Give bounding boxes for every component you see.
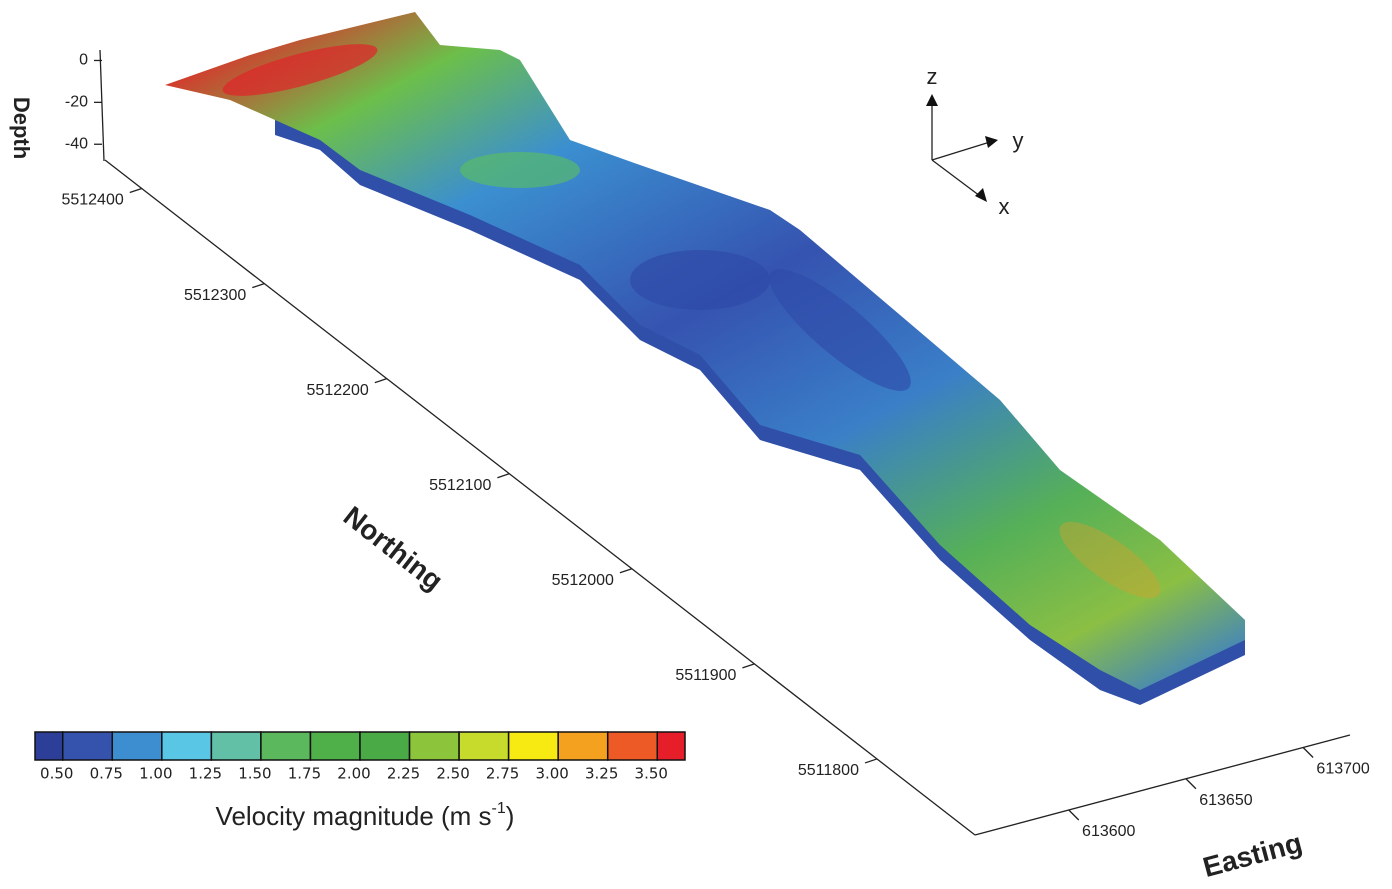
colorbar-title: Velocity magnitude (m s-1) <box>216 800 515 831</box>
colorbar-segment <box>211 732 261 760</box>
colorbar-tick-label: 1.75 <box>288 765 321 783</box>
x-tick <box>1186 779 1196 789</box>
glyph-label: x <box>999 194 1010 219</box>
x-tick <box>1069 810 1079 820</box>
x-tick-label: 613650 <box>1199 792 1252 809</box>
y-tick <box>620 569 632 573</box>
z-tick-label: 0 <box>79 52 88 69</box>
x-axis <box>975 735 1350 835</box>
colorbar-tick-label: 2.00 <box>337 765 370 783</box>
z-tick-label: -40 <box>65 135 88 152</box>
y-axis-title: Northing <box>338 500 449 596</box>
surface-top <box>165 12 1245 690</box>
colorbar-title-close: ) <box>506 801 515 831</box>
glyph-head <box>975 188 987 202</box>
glyph-label: y <box>1013 128 1024 153</box>
x-tick-label: 613600 <box>1082 823 1135 840</box>
colorbar-tick-label: 2.75 <box>486 765 519 783</box>
y-tick-label: 5512200 <box>307 382 369 399</box>
colorbar-tick-label: 3.25 <box>585 765 618 783</box>
colorbar-segment <box>410 732 460 760</box>
y-tick-label: 5512100 <box>429 477 491 494</box>
surface-patch <box>630 250 770 310</box>
y-tick <box>497 474 509 478</box>
z-axis-title: Depth <box>9 97 34 159</box>
y-tick <box>742 664 754 668</box>
y-tick-label: 5512400 <box>61 192 123 209</box>
x-axis-title: Easting <box>1200 827 1306 883</box>
y-tick <box>252 284 264 288</box>
colorbar-tick-label: 3.50 <box>635 765 668 783</box>
glyph-arrow <box>932 160 980 196</box>
glyph-head <box>985 136 998 148</box>
colorbar-tick-label: 1.00 <box>139 765 172 783</box>
colorbar-segment <box>261 732 311 760</box>
y-tick-label: 5512000 <box>552 572 614 589</box>
y-tick <box>865 759 877 763</box>
colorbar-segment <box>608 732 658 760</box>
orientation-glyph: z y x <box>926 64 1024 219</box>
y-tick-label: 5511800 <box>798 762 859 779</box>
colorbar-tick-label: 0.50 <box>40 765 73 783</box>
y-tick <box>375 379 387 383</box>
colorbar-segment <box>558 732 608 760</box>
x-tick <box>1303 748 1313 758</box>
colorbar-tick-label: 1.50 <box>238 765 271 783</box>
glyph-arrow <box>932 142 990 160</box>
colorbar-segment <box>657 732 685 760</box>
z-tick-label: -20 <box>65 94 88 111</box>
velocity-surface <box>165 12 1245 705</box>
colorbar-segment <box>509 732 559 760</box>
colorbar-tick-label: 1.25 <box>189 765 222 783</box>
colorbar-segment <box>35 732 63 760</box>
colorbar-segment <box>162 732 212 760</box>
figure: z y x Depth Northing Easting Velocity ma… <box>0 0 1392 889</box>
x-tick-label: 613700 <box>1316 761 1369 778</box>
glyph-label: z <box>927 64 938 89</box>
colorbar-tick-label: 2.50 <box>436 765 469 783</box>
surface-patch <box>460 152 580 188</box>
colorbar-tick-label: 0.75 <box>90 765 123 783</box>
colorbar-tick-label: 3.00 <box>535 765 568 783</box>
colorbar-segment <box>63 732 113 760</box>
colorbar-title-sup: -1 <box>492 800 506 817</box>
y-tick-label: 5511900 <box>675 667 736 684</box>
y-tick <box>130 189 142 193</box>
colorbar-segment <box>360 732 410 760</box>
colorbar-segment <box>459 732 509 760</box>
y-tick-label: 5512300 <box>184 287 246 304</box>
colorbar-tick-label: 2.25 <box>387 765 420 783</box>
colorbar-segment <box>112 732 162 760</box>
colorbar-title-text: Velocity magnitude (m s <box>216 801 492 831</box>
colorbar-segment <box>310 732 360 760</box>
glyph-head <box>926 94 938 106</box>
